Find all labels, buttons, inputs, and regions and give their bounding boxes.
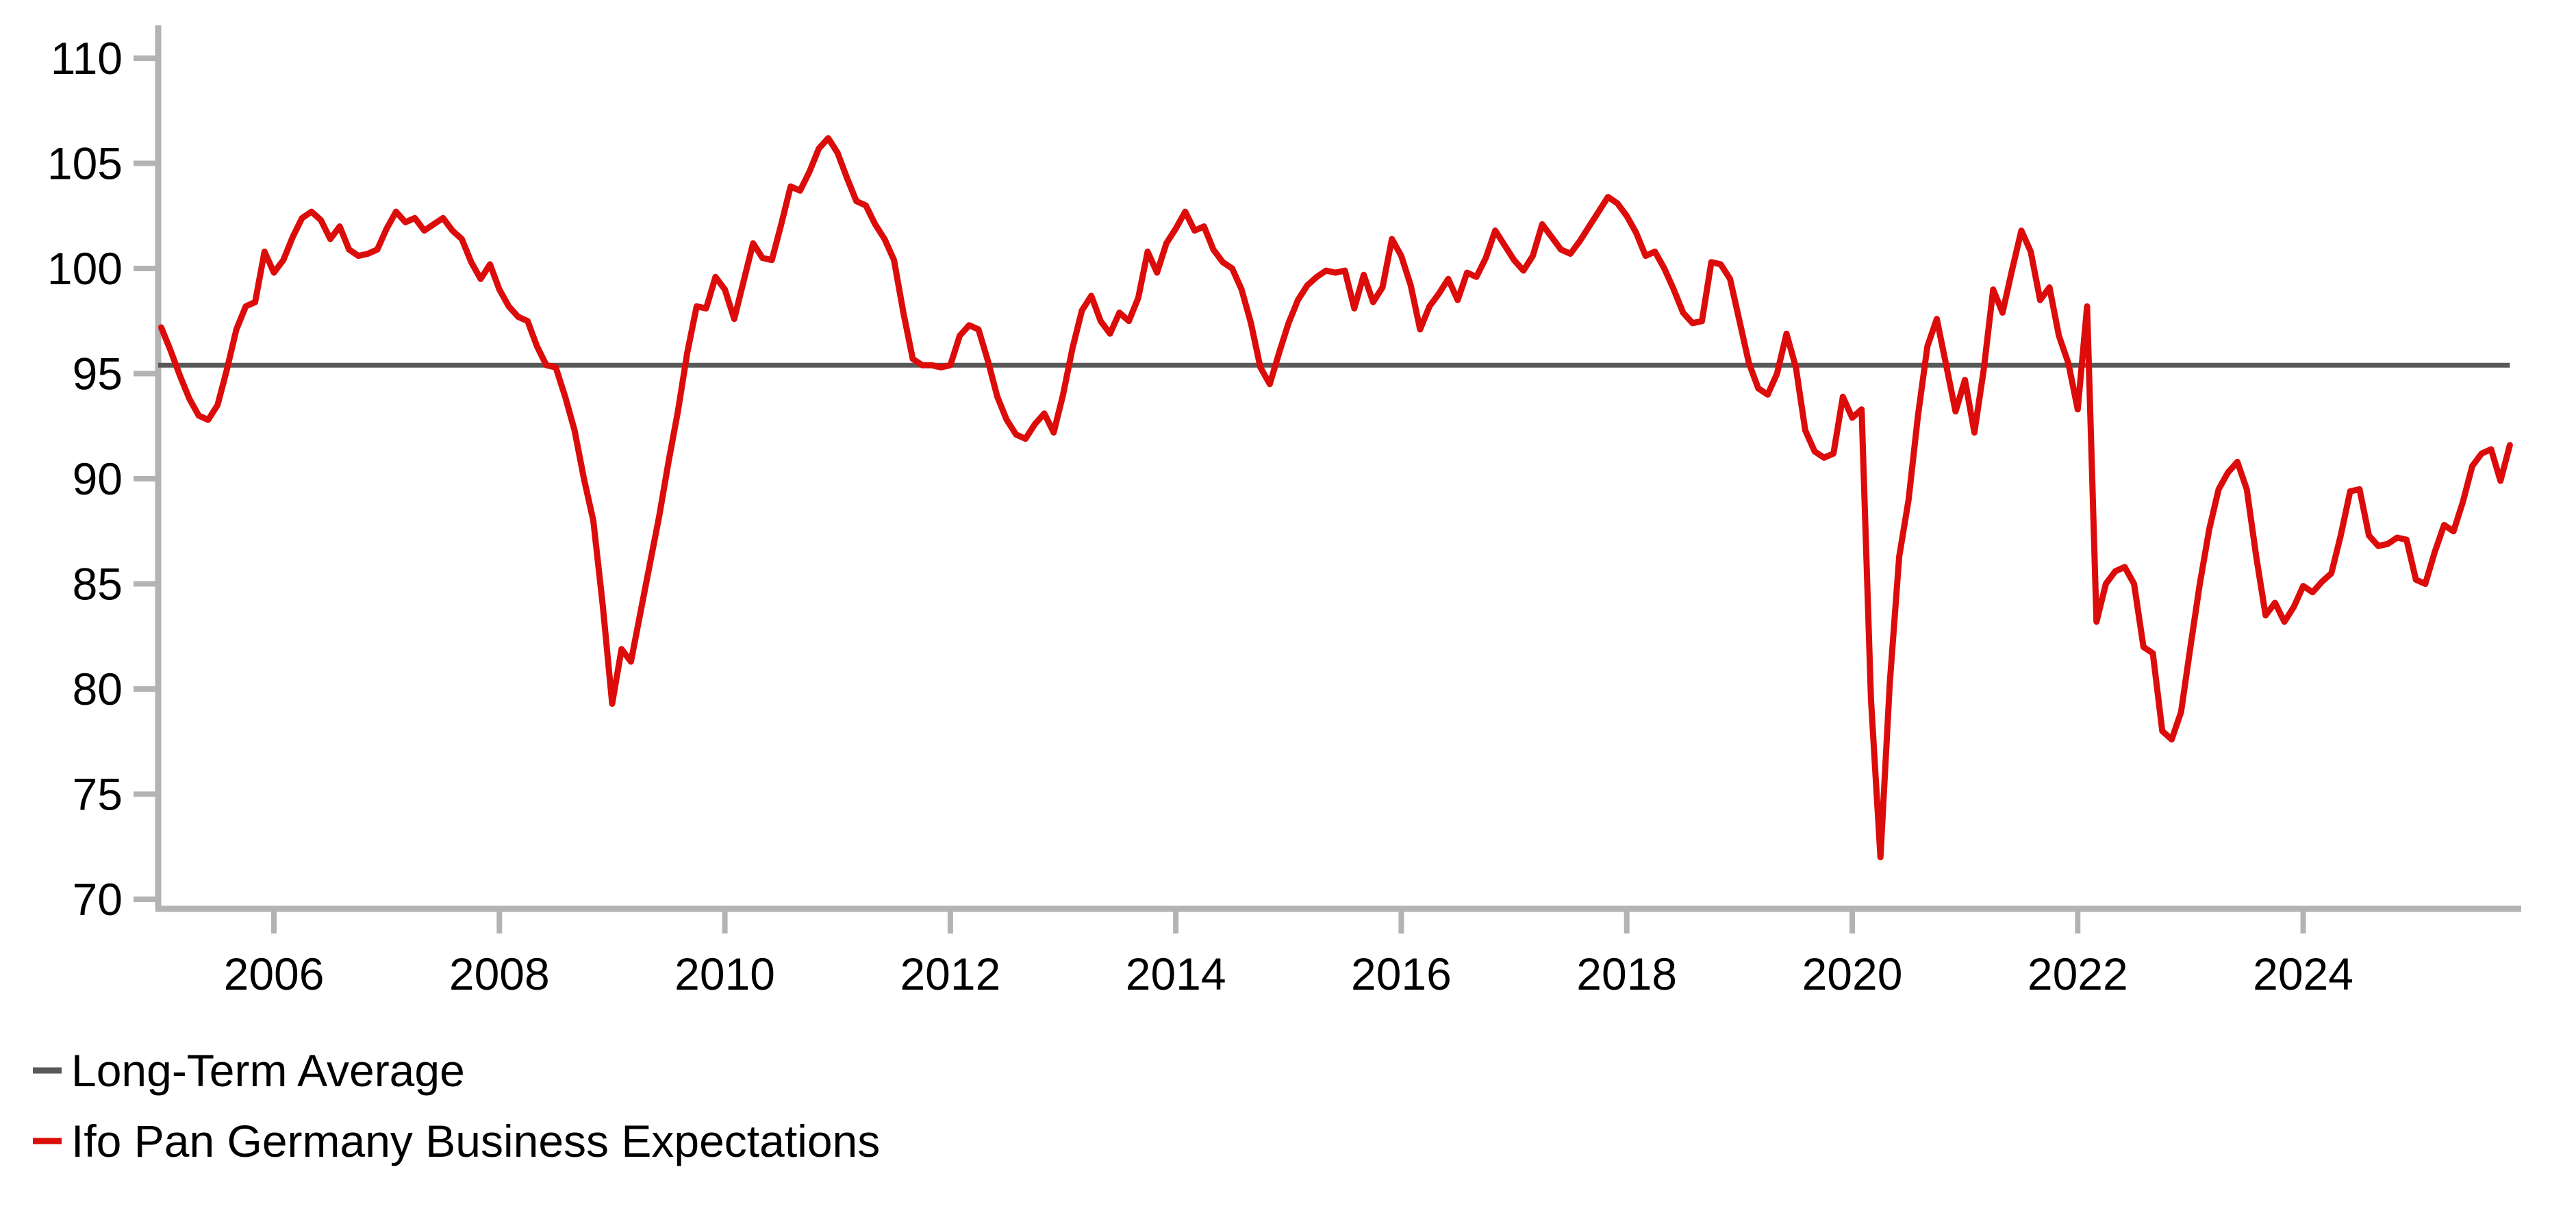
x-tick-label: 2020 xyxy=(1802,949,1903,999)
y-tick-label: 70 xyxy=(73,874,123,925)
x-tick-label: 2024 xyxy=(2253,949,2353,999)
axes xyxy=(155,25,2521,912)
y-tick-label: 95 xyxy=(73,349,123,399)
y-tick-label: 85 xyxy=(73,559,123,610)
y-tick-label: 105 xyxy=(47,138,123,189)
legend-item-long-term-average: Long-Term Average xyxy=(33,1045,465,1096)
x-tick-label: 2016 xyxy=(1351,949,1452,999)
x-tick-label: 2022 xyxy=(2028,949,2128,999)
y-tick-label: 80 xyxy=(73,664,123,714)
x-tick-label: 2008 xyxy=(449,949,550,999)
x-tick-label: 2010 xyxy=(674,949,775,999)
y-tick-label: 75 xyxy=(73,769,123,820)
y-axis-ticks: 110 105 100 95 90 85 80 75 70 xyxy=(47,33,158,925)
legend-item-ifo-expectations: Ifo Pan Germany Business Expectations xyxy=(33,1116,880,1166)
legend: Long-Term Average Ifo Pan Germany Busine… xyxy=(33,1045,880,1166)
y-tick-label: 90 xyxy=(73,453,123,504)
legend-label-ifo-expectations: Ifo Pan Germany Business Expectations xyxy=(71,1116,880,1166)
ifo-expectations-line xyxy=(157,135,2513,861)
y-tick-label: 100 xyxy=(47,243,123,294)
legend-label-long-term-average: Long-Term Average xyxy=(71,1045,465,1096)
x-tick-label: 2006 xyxy=(224,949,325,999)
x-axis-ticks: 2006 2008 2010 2012 2014 2016 2018 2020 2022 2024 xyxy=(224,909,2353,999)
x-tick-label: 2018 xyxy=(1576,949,1677,999)
x-tick-label: 2014 xyxy=(1126,949,1226,999)
y-tick-label: 110 xyxy=(51,33,123,84)
x-tick-label: 2012 xyxy=(900,949,1000,999)
plot-area xyxy=(157,135,2513,861)
